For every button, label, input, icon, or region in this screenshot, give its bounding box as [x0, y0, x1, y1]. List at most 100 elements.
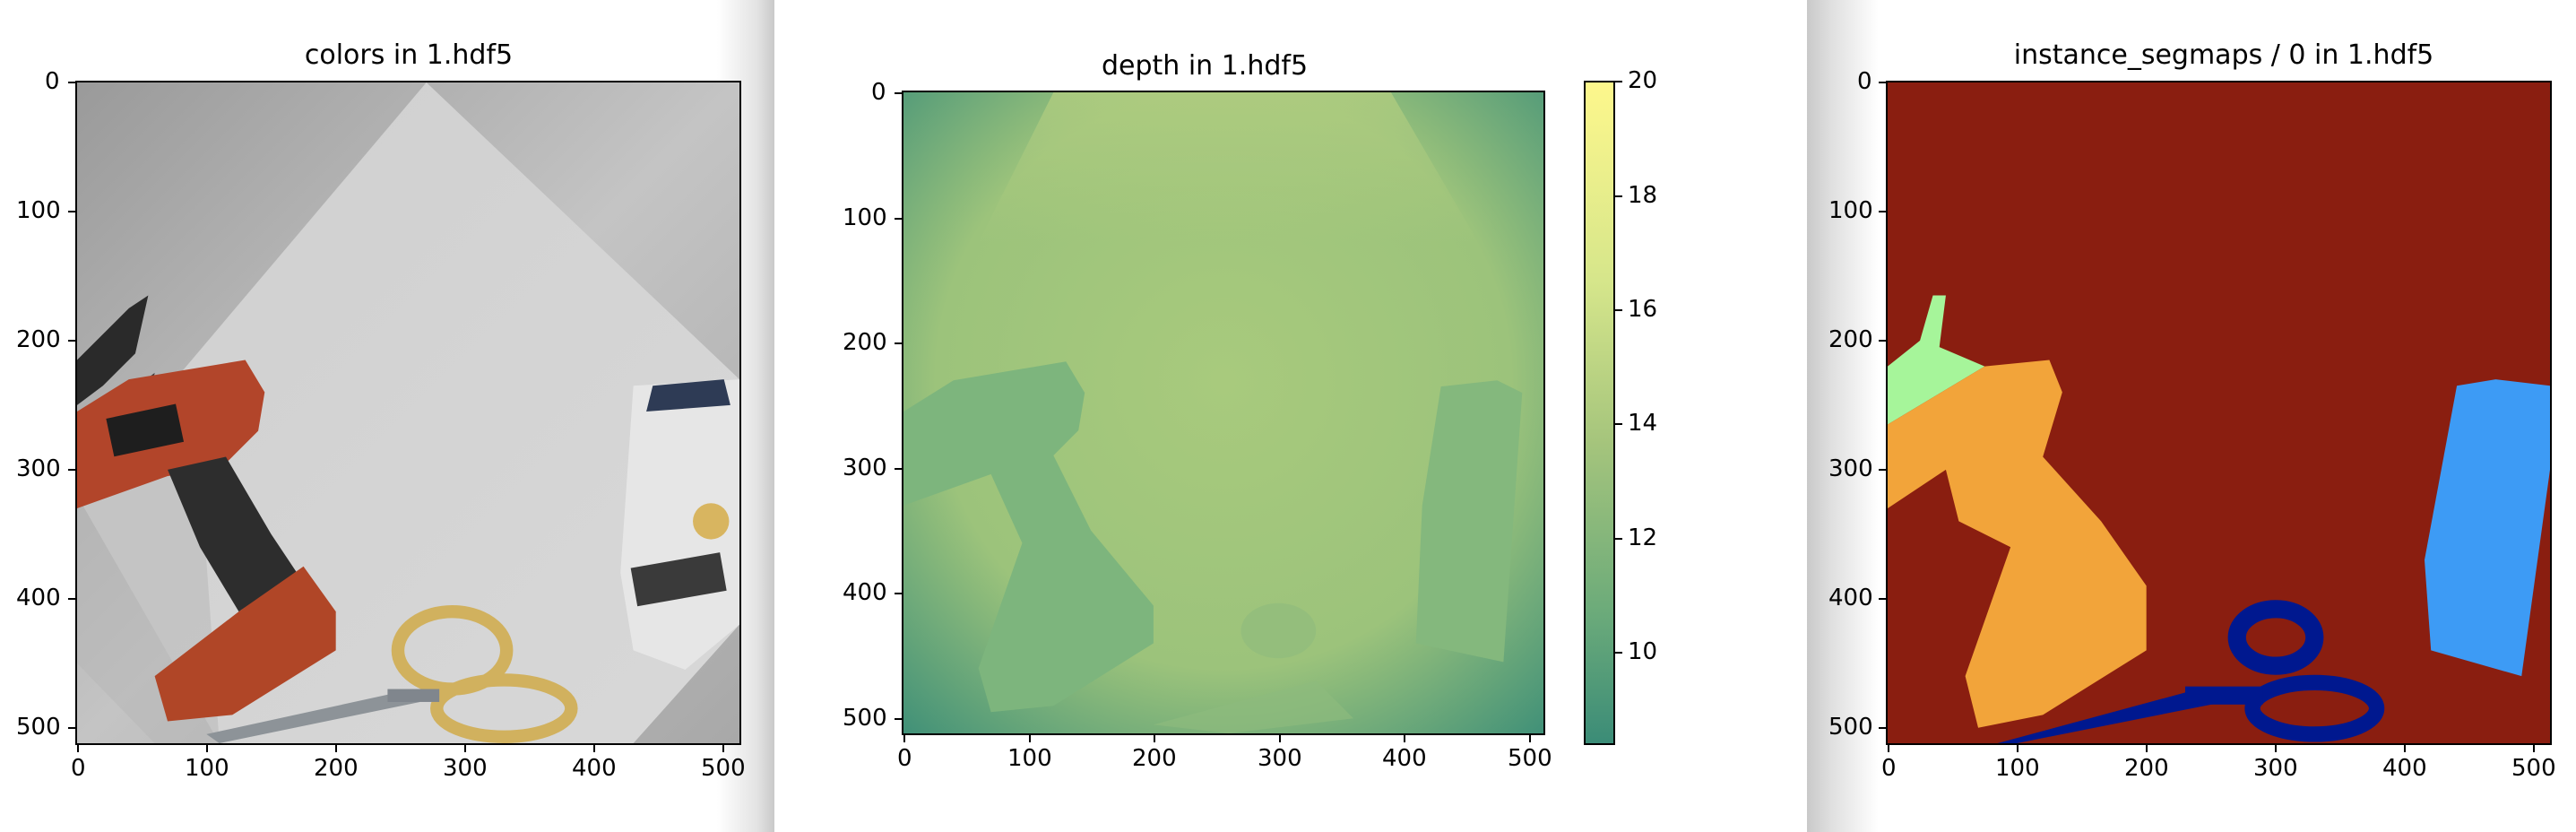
depth-image [903, 92, 1543, 733]
y-tick [895, 92, 902, 94]
x-tick-label: 100 [185, 755, 229, 782]
colorbar-tick [1615, 423, 1622, 425]
depth-image-axes[interactable] [902, 91, 1545, 735]
depth-figure-window[interactable]: depth in 1.hdf5 0 [774, 0, 1807, 832]
colors-plot-title: colors in 1.hdf5 [304, 39, 514, 71]
y-tick [68, 469, 75, 471]
y-tick [68, 340, 75, 342]
y-tick [1879, 598, 1886, 600]
seg-clamp-region [1888, 295, 1985, 425]
y-tick [895, 718, 902, 720]
x-tick-label: 300 [1258, 745, 1302, 772]
colorbar-tick-label: 12 [1628, 524, 1658, 551]
y-tick [1879, 340, 1886, 342]
seg-bottle-region [2424, 379, 2550, 677]
x-tick [2017, 745, 2018, 752]
y-tick-label: 500 [16, 714, 61, 741]
y-tick-label: 400 [843, 579, 887, 606]
x-tick [722, 745, 724, 752]
x-tick-label: 0 [897, 745, 912, 772]
window-shadow-right [1807, 0, 1879, 832]
x-tick-label: 200 [314, 755, 359, 782]
segmaps-image-axes[interactable] [1886, 81, 2552, 745]
x-tick [1154, 735, 1155, 742]
y-tick [68, 82, 75, 83]
y-tick-label: 300 [16, 455, 61, 482]
x-tick [903, 735, 905, 742]
x-tick-label: 500 [701, 755, 746, 782]
y-tick [68, 211, 75, 212]
y-tick-label: 0 [1857, 68, 1872, 95]
y-tick [1879, 727, 1886, 729]
x-tick-label: 400 [572, 755, 617, 782]
x-tick [1279, 735, 1281, 742]
colorbar-tick [1615, 538, 1622, 540]
y-tick [1879, 469, 1886, 471]
x-tick-label: 0 [71, 755, 86, 782]
scissors-object [206, 604, 578, 743]
depth-colorbar [1584, 81, 1615, 745]
y-tick [1879, 211, 1886, 212]
x-tick-label: 300 [2253, 755, 2298, 782]
y-tick-label: 300 [843, 455, 887, 481]
x-tick [2533, 745, 2535, 752]
segmaps-figure-window[interactable]: instance_segmaps / 0 in 1.hdf5 0 100 200… [1828, 0, 2576, 832]
colors-figure-window[interactable]: colors in 1.hdf5 [0, 0, 746, 832]
x-tick-label: 0 [1881, 755, 1897, 782]
x-tick-label: 400 [2382, 755, 2427, 782]
y-tick-label: 400 [16, 585, 61, 611]
shampoo-bottle-object [620, 379, 739, 670]
y-tick [1879, 82, 1886, 83]
x-tick-label: 400 [1382, 745, 1427, 772]
colorbar-tick [1615, 652, 1622, 654]
depth-plot-title: depth in 1.hdf5 [1101, 50, 1309, 82]
colorbar-tick-label: 10 [1628, 638, 1658, 665]
y-tick [895, 218, 902, 220]
x-tick [1888, 745, 1889, 752]
x-tick-label: 200 [1132, 745, 1177, 772]
colorbar-tick [1615, 309, 1622, 311]
y-tick-label: 200 [16, 326, 61, 353]
y-tick-label: 0 [871, 79, 886, 106]
x-tick-label: 300 [443, 755, 488, 782]
colorbar-tick-label: 14 [1628, 410, 1658, 437]
y-tick-label: 200 [1828, 326, 1873, 353]
x-tick-label: 500 [2511, 755, 2556, 782]
y-tick-label: 400 [1828, 585, 1873, 611]
segmaps-image [1888, 82, 2550, 743]
y-tick-label: 0 [45, 68, 60, 95]
x-tick [2404, 745, 2406, 752]
y-tick [68, 598, 75, 600]
x-tick-label: 100 [1007, 745, 1052, 772]
y-tick-label: 100 [16, 197, 61, 224]
x-tick [335, 745, 337, 752]
y-tick-label: 100 [843, 204, 887, 231]
segmaps-plot-title: instance_segmaps / 0 in 1.hdf5 [2013, 39, 2434, 71]
colorbar-tick-label: 18 [1628, 182, 1658, 209]
seg-scissors-region [1997, 600, 2385, 743]
y-tick-label: 100 [1828, 197, 1873, 224]
y-tick-label: 200 [843, 329, 887, 356]
x-tick [2275, 745, 2277, 752]
y-tick-label: 300 [1828, 455, 1873, 482]
x-tick [206, 745, 208, 752]
x-tick [593, 745, 595, 752]
x-tick [464, 745, 466, 752]
colorbar-tick [1615, 81, 1622, 82]
x-tick [2146, 745, 2148, 752]
x-tick [1404, 735, 1405, 742]
colors-image-axes[interactable] [75, 81, 741, 745]
depth-colorbar-gradient [1586, 82, 1613, 743]
y-tick [895, 593, 902, 594]
x-tick-label: 500 [1508, 745, 1552, 772]
x-tick [1529, 735, 1531, 742]
x-tick [1029, 735, 1031, 742]
colorbar-tick [1615, 195, 1622, 197]
colors-image [77, 82, 739, 743]
y-tick [895, 342, 902, 344]
y-tick [895, 468, 902, 470]
x-tick [77, 745, 79, 752]
y-tick-label: 500 [843, 705, 887, 732]
x-tick-label: 100 [1995, 755, 2040, 782]
colorbar-tick-label: 16 [1628, 296, 1658, 323]
